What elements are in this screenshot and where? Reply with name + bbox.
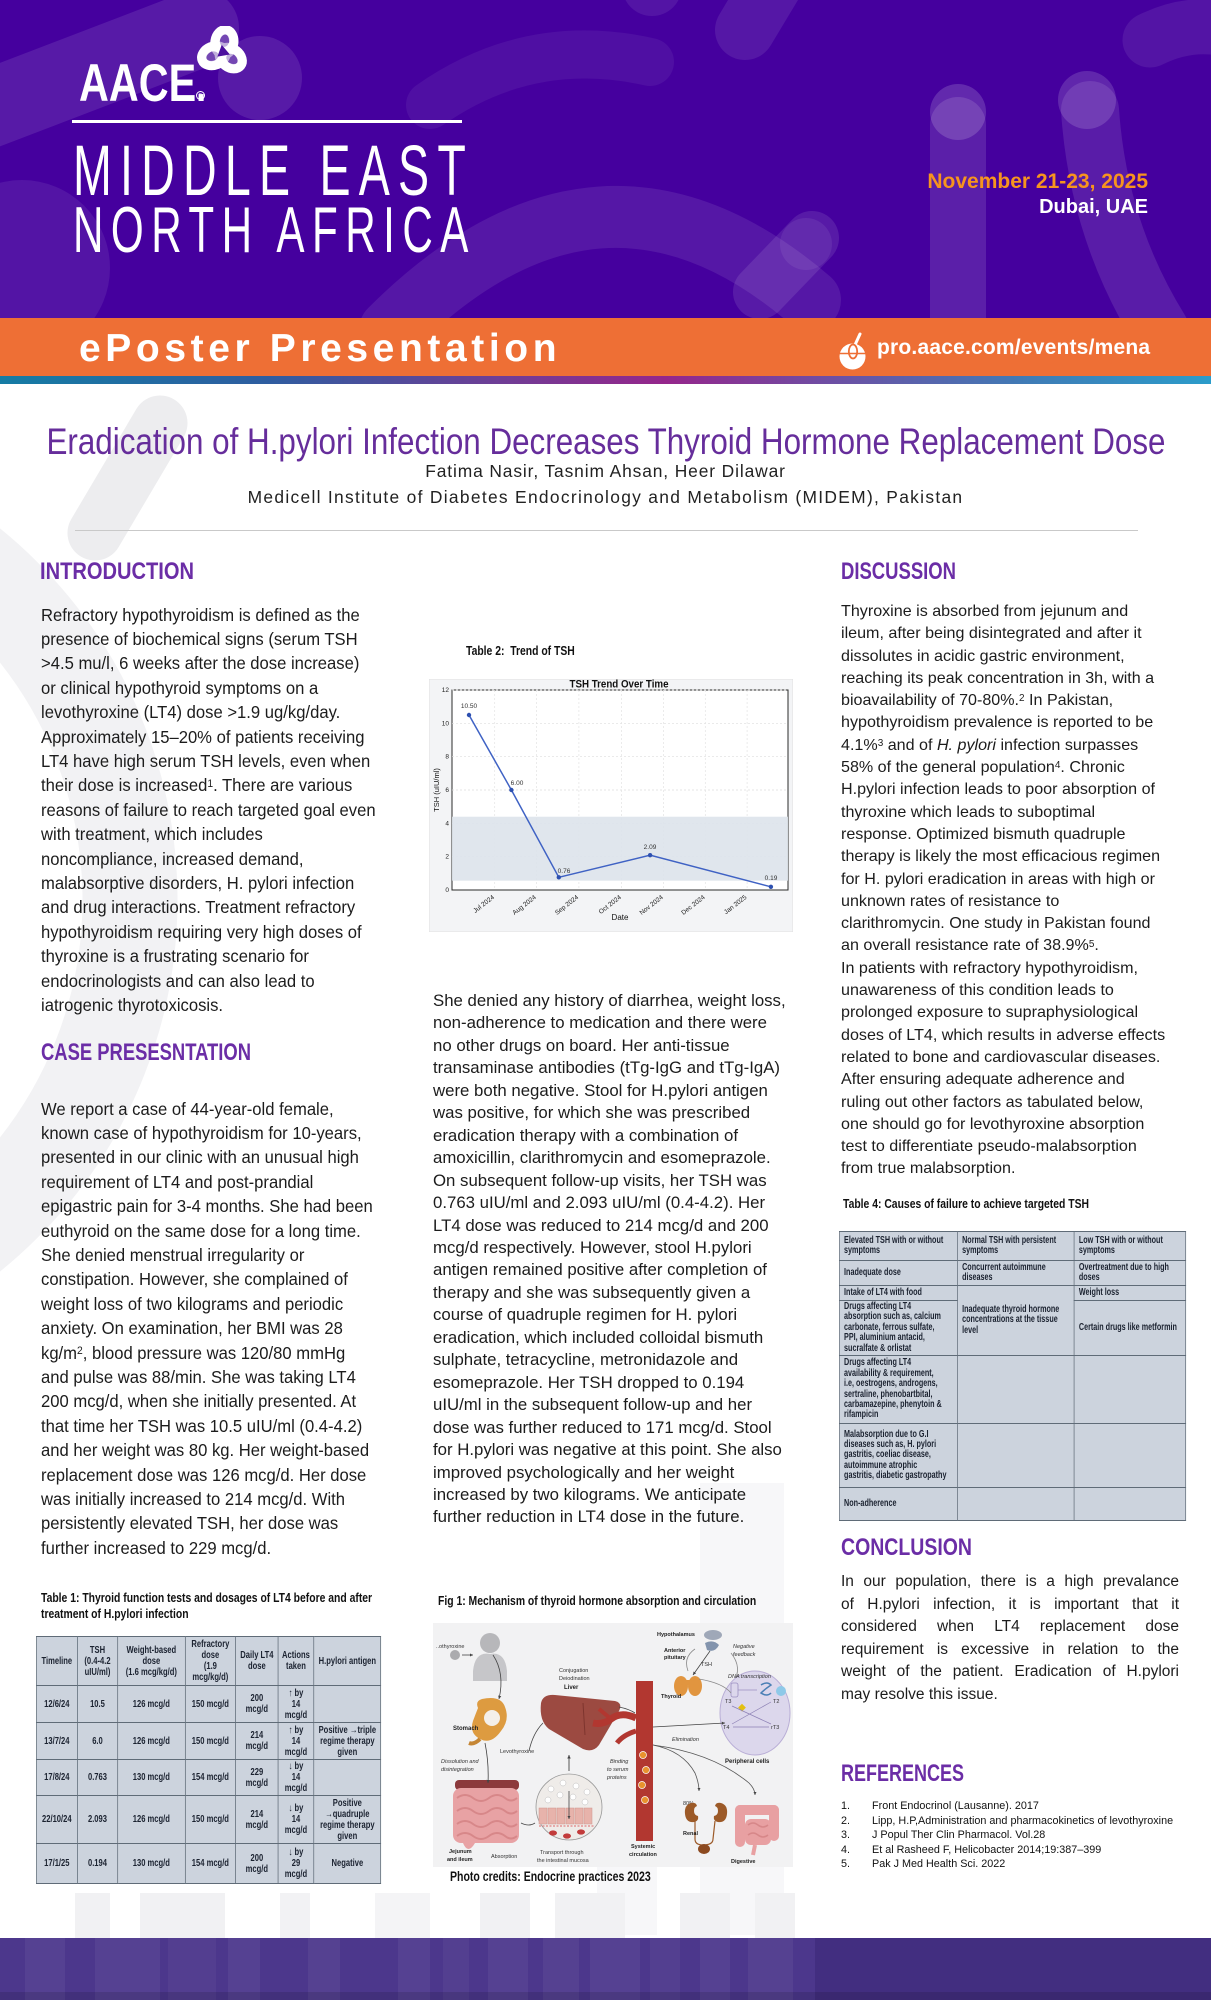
- svg-text:Absorption: Absorption: [491, 1854, 517, 1860]
- svg-text:Deiodination: Deiodination: [559, 1676, 590, 1682]
- svg-text:12: 12: [442, 687, 450, 694]
- svg-text:Conjugation: Conjugation: [559, 1668, 588, 1674]
- svg-text:TSH: TSH: [701, 1662, 712, 1668]
- svg-text:0.19: 0.19: [765, 875, 778, 882]
- svg-text:pituitary: pituitary: [664, 1655, 687, 1661]
- svg-text:Binding: Binding: [610, 1759, 629, 1765]
- svg-text:T2: T2: [773, 1699, 779, 1705]
- svg-text:Anterior: Anterior: [664, 1648, 686, 1654]
- svg-text:rT3: rT3: [771, 1725, 779, 1731]
- svg-text:DNA transcription: DNA transcription: [728, 1674, 771, 1680]
- svg-text:Stomach: Stomach: [453, 1726, 479, 1732]
- svg-text:T3: T3: [725, 1699, 731, 1705]
- svg-text:2.09: 2.09: [644, 844, 657, 851]
- svg-text:DISCUSSION: DISCUSSION: [841, 558, 956, 585]
- svg-text:0.76: 0.76: [558, 868, 571, 875]
- svg-text:4: 4: [445, 820, 449, 827]
- svg-text:Peripheral cells: Peripheral cells: [725, 1759, 770, 1765]
- svg-text:Transport through: Transport through: [540, 1850, 584, 1856]
- svg-text:Dissolution and: Dissolution and: [441, 1759, 480, 1765]
- svg-text:Elimination: Elimination: [672, 1737, 699, 1743]
- svg-text:TSH (uIU/ml): TSH (uIU/ml): [432, 768, 441, 812]
- svg-text:Levothyroxine: Levothyroxine: [500, 1749, 534, 1755]
- svg-text:R: R: [198, 94, 203, 100]
- svg-text:circulation: circulation: [629, 1852, 657, 1858]
- svg-text:and ileum: and ileum: [447, 1857, 473, 1863]
- svg-text:TSH Trend Over Time: TSH Trend Over Time: [570, 679, 669, 691]
- svg-text:Jejunum: Jejunum: [449, 1849, 472, 1855]
- svg-text:10.50: 10.50: [461, 703, 478, 710]
- svg-text:6: 6: [445, 787, 449, 794]
- svg-text:INTRODUCTION: INTRODUCTION: [40, 558, 194, 585]
- svg-text:8: 8: [445, 754, 449, 761]
- svg-text:disintegration: disintegration: [441, 1767, 474, 1773]
- svg-text:2: 2: [445, 854, 449, 861]
- svg-text:the intestinal mucosa: the intestinal mucosa: [537, 1858, 590, 1864]
- svg-text:Systemic: Systemic: [631, 1844, 655, 1850]
- svg-text:REFERENCES: REFERENCES: [841, 1760, 964, 1787]
- svg-text:T4: T4: [723, 1725, 729, 1731]
- svg-text:Liver: Liver: [564, 1685, 579, 1691]
- svg-text:Hypothalamus: Hypothalamus: [657, 1632, 695, 1638]
- svg-text:Digestive: Digestive: [731, 1859, 755, 1865]
- svg-text:6.00: 6.00: [511, 780, 524, 787]
- svg-text:..othyroxine: ..othyroxine: [436, 1644, 464, 1650]
- svg-text:80%: 80%: [683, 1801, 694, 1807]
- svg-text:0: 0: [445, 887, 449, 894]
- svg-text:Thyroid: Thyroid: [661, 1694, 681, 1700]
- svg-text:Renal: Renal: [683, 1831, 698, 1837]
- svg-text:Negative: Negative: [733, 1644, 755, 1650]
- svg-text:proteins: proteins: [606, 1775, 627, 1781]
- svg-text:Date: Date: [612, 913, 629, 922]
- svg-text:CASE PRESESNTATION: CASE PRESESNTATION: [41, 1039, 251, 1066]
- svg-text:to serum: to serum: [607, 1767, 629, 1773]
- svg-text:feedback: feedback: [733, 1652, 756, 1658]
- svg-text:10: 10: [442, 720, 450, 727]
- svg-text:CONCLUSION: CONCLUSION: [841, 1534, 972, 1561]
